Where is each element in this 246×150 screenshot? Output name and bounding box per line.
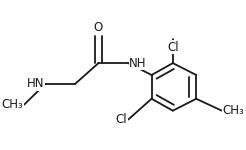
Text: HN: HN [27,77,44,90]
Text: CH₃: CH₃ [223,104,245,117]
Text: CH₃: CH₃ [1,98,23,111]
Text: Cl: Cl [116,113,127,126]
Text: Cl: Cl [167,41,179,54]
Text: O: O [94,21,103,34]
Text: NH: NH [129,57,147,70]
